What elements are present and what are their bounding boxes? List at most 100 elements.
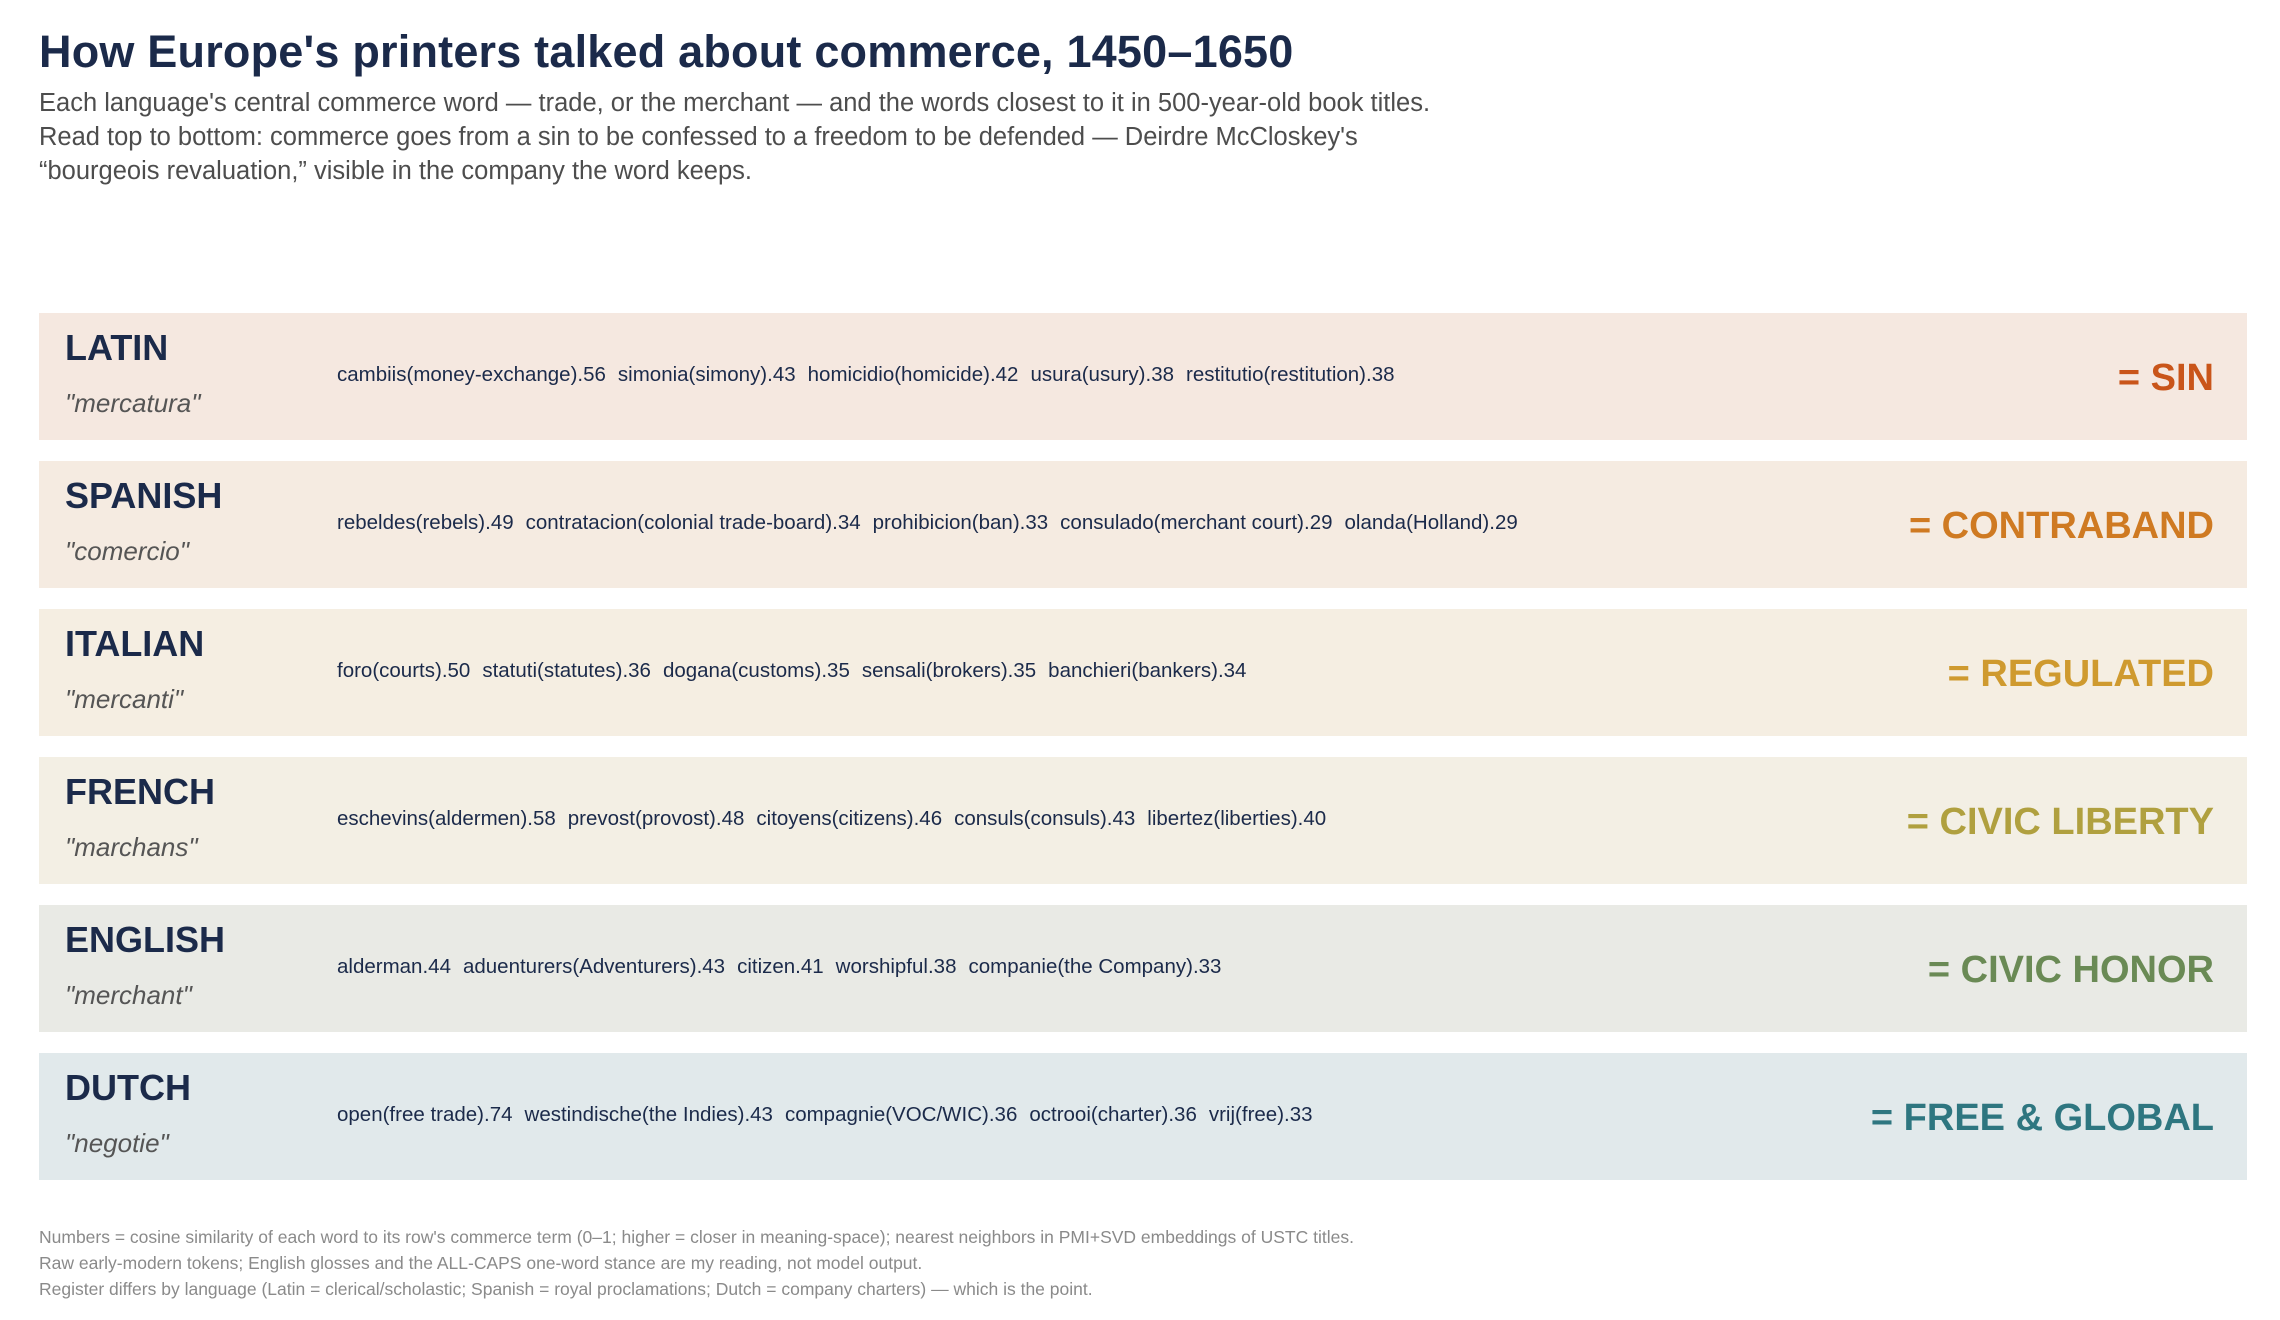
neighbor-word: homicidio(homicide) xyxy=(807,363,990,386)
neighbor-score: .36 xyxy=(1168,1103,1197,1126)
neighbor-score: .56 xyxy=(577,363,606,386)
neighbor-item: dogana(customs).35 xyxy=(663,659,850,682)
neighbor-item: homicidio(homicide).42 xyxy=(808,363,1019,386)
stance-label: = CIVIC LIBERTY xyxy=(1906,801,2214,843)
neighbor-item: libertez(liberties).40 xyxy=(1147,807,1326,830)
neighbor-score: .38 xyxy=(927,955,957,978)
neighbor-word: consuls(consuls) xyxy=(954,807,1107,830)
neighbor-score: .36 xyxy=(622,659,651,682)
commerce-term: "marchans" xyxy=(65,832,198,862)
commerce-term: "merchant" xyxy=(65,980,192,1010)
neighbor-score: .35 xyxy=(1007,659,1037,682)
neighbor-score: .36 xyxy=(988,1103,1018,1126)
neighbor-score: .38 xyxy=(1366,363,1395,386)
neighbor-item: alderman.44 xyxy=(337,955,451,978)
language-row: FRENCH "marchans" eschevins(aldermen).58 pr… xyxy=(39,757,2247,884)
language-row: SPANISH "comercio" rebeldes(rebels).49 cont… xyxy=(39,461,2247,588)
neighbor-score: .46 xyxy=(913,807,943,830)
neighbor-word: usura(usury) xyxy=(1030,363,1146,386)
neighbor-item: rebeldes(rebels).49 xyxy=(337,511,514,534)
commerce-term: "comercio" xyxy=(65,536,189,566)
neighbor-list: rebeldes(rebels).49 contratacion(colonial… xyxy=(337,511,1530,535)
neighbor-list: alderman.44 aduenturers(Adventurers).43 ci… xyxy=(337,955,1233,979)
neighbor-score: .40 xyxy=(1297,807,1327,830)
neighbor-score: .34 xyxy=(832,511,861,534)
neighbor-word: octrooi(charter) xyxy=(1029,1103,1169,1126)
neighbor-item: citoyens(citizens).46 xyxy=(756,807,942,830)
language-name: SPANISH xyxy=(65,475,223,516)
neighbor-word: dogana(customs) xyxy=(662,659,822,682)
neighbor-item: olanda(Holland).29 xyxy=(1345,511,1518,534)
neighbor-word: worshipful xyxy=(835,955,928,978)
neighbor-score: .29 xyxy=(1489,511,1518,534)
neighbor-word: restitutio(restitution) xyxy=(1186,363,1367,386)
language-rows: LATIN "mercatura" cambiis(money-exchange).… xyxy=(39,313,2247,1201)
neighbor-score: .42 xyxy=(989,363,1019,386)
neighbor-word: foro(courts) xyxy=(337,659,442,682)
neighbor-score: .50 xyxy=(441,659,471,682)
neighbor-item: worshipful.38 xyxy=(836,955,957,978)
language-name: FRENCH xyxy=(65,771,215,812)
neighbor-item: prevost(provost).48 xyxy=(568,807,745,830)
page-title: How Europe's printers talked about comme… xyxy=(39,26,1294,77)
neighbor-score: .43 xyxy=(744,1103,773,1126)
subtitle: Each language's central commerce word — … xyxy=(39,86,1639,188)
neighbor-item: statuti(statutes).36 xyxy=(482,659,651,682)
neighbor-word: companie(the Company) xyxy=(968,955,1193,978)
neighbor-score: .34 xyxy=(1217,659,1247,682)
subtitle-line: “bourgeois revaluation,” visible in the … xyxy=(39,157,752,185)
neighbor-score: .49 xyxy=(485,511,514,534)
stance-label: = CIVIC HONOR xyxy=(1927,949,2214,991)
neighbor-list: cambiis(money-exchange).56 simonia(simony… xyxy=(337,363,1407,387)
neighbor-word: westindische(the Indies) xyxy=(524,1103,745,1126)
language-name: ITALIAN xyxy=(65,623,205,664)
language-name: DUTCH xyxy=(65,1067,191,1108)
neighbor-score: .43 xyxy=(1106,807,1136,830)
neighbor-item: westindische(the Indies).43 xyxy=(525,1103,773,1126)
neighbor-item: compagnie(VOC/WIC).36 xyxy=(785,1103,1017,1126)
neighbor-score: .38 xyxy=(1145,363,1175,386)
neighbor-word: banchieri(bankers) xyxy=(1048,659,1218,682)
neighbor-word: vrij(free) xyxy=(1208,1103,1285,1126)
footnote-line: Raw early-modern tokens; English glosses… xyxy=(39,1253,923,1273)
neighbor-item: open(free trade).74 xyxy=(337,1103,513,1126)
neighbor-item: cambiis(money-exchange).56 xyxy=(337,363,606,386)
neighbor-score: .43 xyxy=(767,363,796,386)
neighbor-item: prohibicion(ban).33 xyxy=(873,511,1049,534)
neighbor-word: alderman xyxy=(337,955,423,978)
stance-label: = FREE & GLOBAL xyxy=(1870,1097,2214,1139)
neighbor-item: foro(courts).50 xyxy=(337,659,470,682)
neighbor-score: .29 xyxy=(1304,511,1333,534)
commerce-term: "mercanti" xyxy=(65,684,184,714)
neighbor-word: open(free trade) xyxy=(337,1103,485,1126)
neighbor-word: libertez(liberties) xyxy=(1147,807,1298,830)
neighbor-score: .35 xyxy=(821,659,850,682)
neighbor-word: citoyens(citizens) xyxy=(756,807,914,830)
neighbor-word: prevost(provost) xyxy=(567,807,716,830)
neighbor-item: contratacion(colonial trade-board).34 xyxy=(526,511,861,534)
commerce-term: "negotie" xyxy=(65,1128,169,1158)
neighbor-word: olanda(Holland) xyxy=(1344,511,1490,534)
language-name: ENGLISH xyxy=(65,919,226,960)
neighbor-item: usura(usury).38 xyxy=(1030,363,1174,386)
neighbor-score: .44 xyxy=(422,955,451,978)
neighbor-word: aduenturers(Adventurers) xyxy=(462,955,697,978)
neighbor-item: eschevins(aldermen).58 xyxy=(337,807,556,830)
neighbor-word: compagnie(VOC/WIC) xyxy=(784,1103,989,1126)
neighbor-score: .58 xyxy=(527,807,556,830)
neighbor-item: consuls(consuls).43 xyxy=(954,807,1135,830)
neighbor-list: eschevins(aldermen).58 prevost(provost).4… xyxy=(337,807,1338,831)
footnotes: Numbers = cosine similarity of each word… xyxy=(39,1224,1354,1302)
language-row: DUTCH "negotie" open(free trade).74 westind… xyxy=(39,1053,2247,1180)
neighbor-list: foro(courts).50 statuti(statutes).36 dogan… xyxy=(337,659,1258,683)
language-row: ITALIAN "mercanti" foro(courts).50 statuti(… xyxy=(39,609,2247,736)
neighbor-score: .33 xyxy=(1284,1103,1313,1126)
neighbor-item: restitutio(restitution).38 xyxy=(1186,363,1395,386)
neighbor-item: octrooi(charter).36 xyxy=(1029,1103,1197,1126)
stance-label: = REGULATED xyxy=(1947,653,2214,695)
neighbor-word: statuti(statutes) xyxy=(482,659,623,682)
neighbor-score: .33 xyxy=(1019,511,1049,534)
neighbor-word: sensali(brokers) xyxy=(861,659,1008,682)
neighbor-item: citizen.41 xyxy=(737,955,824,978)
commerce-term: "mercatura" xyxy=(65,388,201,418)
